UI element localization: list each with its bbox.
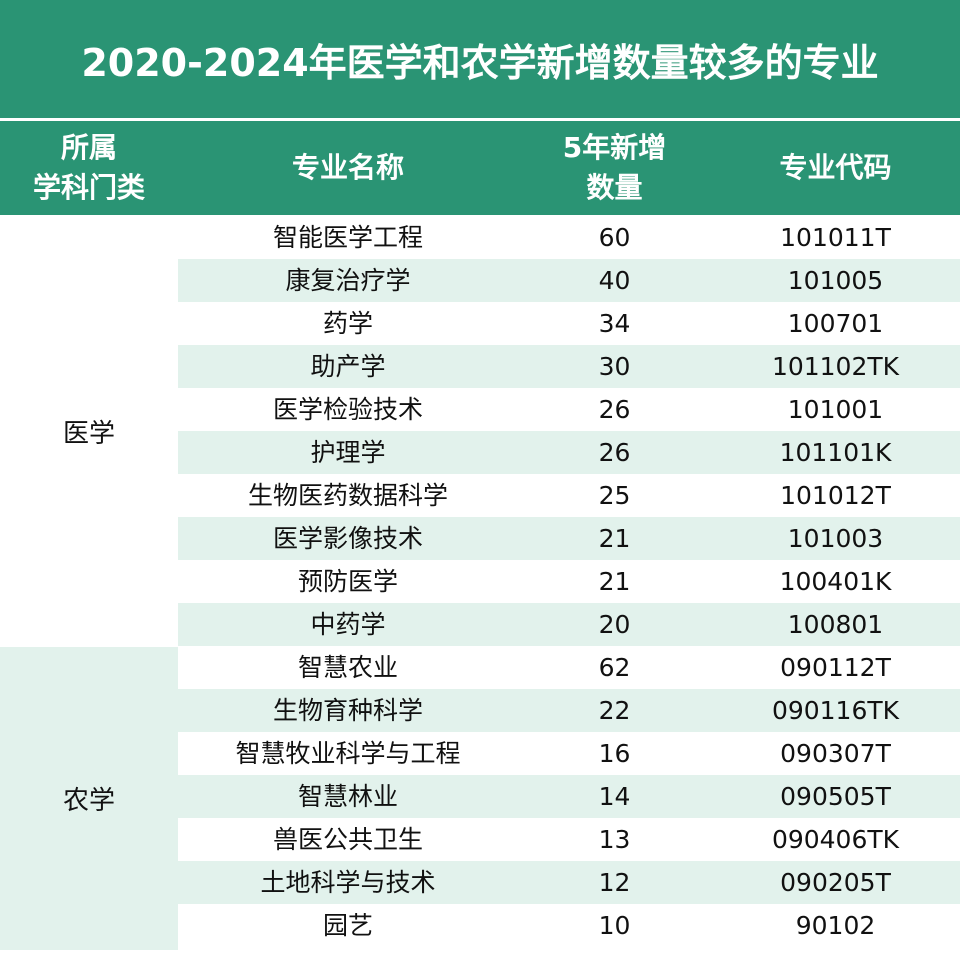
- cell-count: 62: [598, 653, 631, 682]
- cell-name: 智慧林业: [297, 782, 398, 811]
- header-count-label: 5年新增 数量: [562, 131, 667, 204]
- header-code: 专业代码: [711, 121, 960, 215]
- table-row: 土地科学与技术 12 090205T: [178, 861, 960, 904]
- cell-name: 生物医药数据科学: [247, 481, 448, 510]
- cell-name: 医学检验技术: [272, 395, 423, 424]
- category-medicine: 医学: [0, 216, 178, 647]
- cell-count: 22: [598, 696, 631, 725]
- table-row: 生物育种科学 22 090116TK: [178, 689, 960, 732]
- cell-code: 100401K: [779, 567, 892, 596]
- cell-code: 090307T: [780, 739, 891, 768]
- header-category: 所属 学科门类: [0, 121, 178, 215]
- table-row: 助产学 30 101102TK: [178, 345, 960, 388]
- cell-name: 生物育种科学: [272, 696, 423, 725]
- table-row: 护理学 26 101101K: [178, 431, 960, 474]
- cell-name: 智慧农业: [297, 653, 398, 682]
- cell-count: 30: [598, 352, 631, 381]
- cell-code: 090505T: [780, 782, 891, 811]
- cell-name: 土地科学与技术: [260, 868, 436, 897]
- cell-code: 101001: [787, 395, 884, 424]
- header-category-label: 所属 学科门类: [32, 131, 145, 204]
- page-title: 2020-2024年医学和农学新增数量较多的专业: [81, 40, 879, 85]
- table-row: 兽医公共卫生 13 090406TK: [178, 818, 960, 861]
- table-header: 所属 学科门类 专业名称 5年新增 数量 专业代码: [0, 121, 960, 215]
- cell-code: 100801: [787, 610, 884, 639]
- cell-count: 10: [598, 911, 631, 940]
- table-row: 预防医学 21 100401K: [178, 560, 960, 603]
- cell-code: 101102TK: [771, 352, 900, 381]
- table-row: 智慧林业 14 090505T: [178, 775, 960, 818]
- cell-name: 助产学: [310, 352, 386, 381]
- cell-name: 智慧牧业科学与工程: [235, 739, 461, 768]
- cell-name: 兽医公共卫生: [272, 825, 423, 854]
- header-count: 5年新增 数量: [518, 121, 711, 215]
- table-row: 康复治疗学 40 101005: [178, 259, 960, 302]
- cell-code: 101003: [787, 524, 884, 553]
- cell-code: 101012T: [780, 481, 891, 510]
- table-row: 智慧农业 62 090112T: [178, 646, 960, 689]
- cell-name: 智能医学工程: [272, 223, 423, 252]
- header-name-label: 专业名称: [291, 151, 404, 184]
- cell-name: 康复治疗学: [285, 266, 411, 295]
- cell-count: 16: [598, 739, 631, 768]
- cell-code: 090406TK: [771, 825, 900, 854]
- cell-name: 园艺: [322, 911, 373, 940]
- cell-count: 12: [598, 868, 631, 897]
- header-name: 专业名称: [178, 121, 518, 215]
- category-agriculture: 农学: [0, 647, 178, 950]
- table-row: 智慧牧业科学与工程 16 090307T: [178, 732, 960, 775]
- table-row: 药学 34 100701: [178, 302, 960, 345]
- cell-name: 中药学: [310, 610, 386, 639]
- cell-code: 101005: [787, 266, 884, 295]
- cell-name: 医学影像技术: [272, 524, 423, 553]
- cell-name: 预防医学: [297, 567, 398, 596]
- table-row: 生物医药数据科学 25 101012T: [178, 474, 960, 517]
- cell-count: 21: [598, 567, 631, 596]
- table-body: 医学 农学 智能医学工程 60 101011T 康复治疗学 40 101005 药学 34 10…: [0, 216, 960, 963]
- cell-name: 护理学: [310, 438, 386, 467]
- cell-code: 101011T: [780, 223, 891, 252]
- table-row: 医学检验技术 26 101001: [178, 388, 960, 431]
- cell-count: 14: [598, 782, 631, 811]
- table-row: 智能医学工程 60 101011T: [178, 216, 960, 259]
- cell-count: 25: [598, 481, 631, 510]
- cell-code: 101101K: [779, 438, 892, 467]
- cell-count: 60: [598, 223, 631, 252]
- cell-count: 34: [598, 309, 631, 338]
- table-row: 中药学 20 100801: [178, 603, 960, 646]
- cell-count: 26: [598, 395, 631, 424]
- cell-count: 21: [598, 524, 631, 553]
- table-row: 园艺 10 90102: [178, 904, 960, 947]
- cell-code: 090112T: [780, 653, 891, 682]
- cell-count: 13: [598, 825, 631, 854]
- cell-name: 药学: [322, 309, 373, 338]
- cell-count: 20: [598, 610, 631, 639]
- cell-count: 40: [598, 266, 631, 295]
- cell-count: 26: [598, 438, 631, 467]
- cell-code: 090116TK: [771, 696, 900, 725]
- table-row: 医学影像技术 21 101003: [178, 517, 960, 560]
- cell-code: 100701: [787, 309, 884, 338]
- cell-code: 090205T: [780, 868, 891, 897]
- title-bar: 2020-2024年医学和农学新增数量较多的专业: [0, 0, 960, 118]
- header-divider: [0, 118, 960, 121]
- header-code-label: 专业代码: [779, 151, 892, 184]
- cell-code: 90102: [795, 911, 876, 940]
